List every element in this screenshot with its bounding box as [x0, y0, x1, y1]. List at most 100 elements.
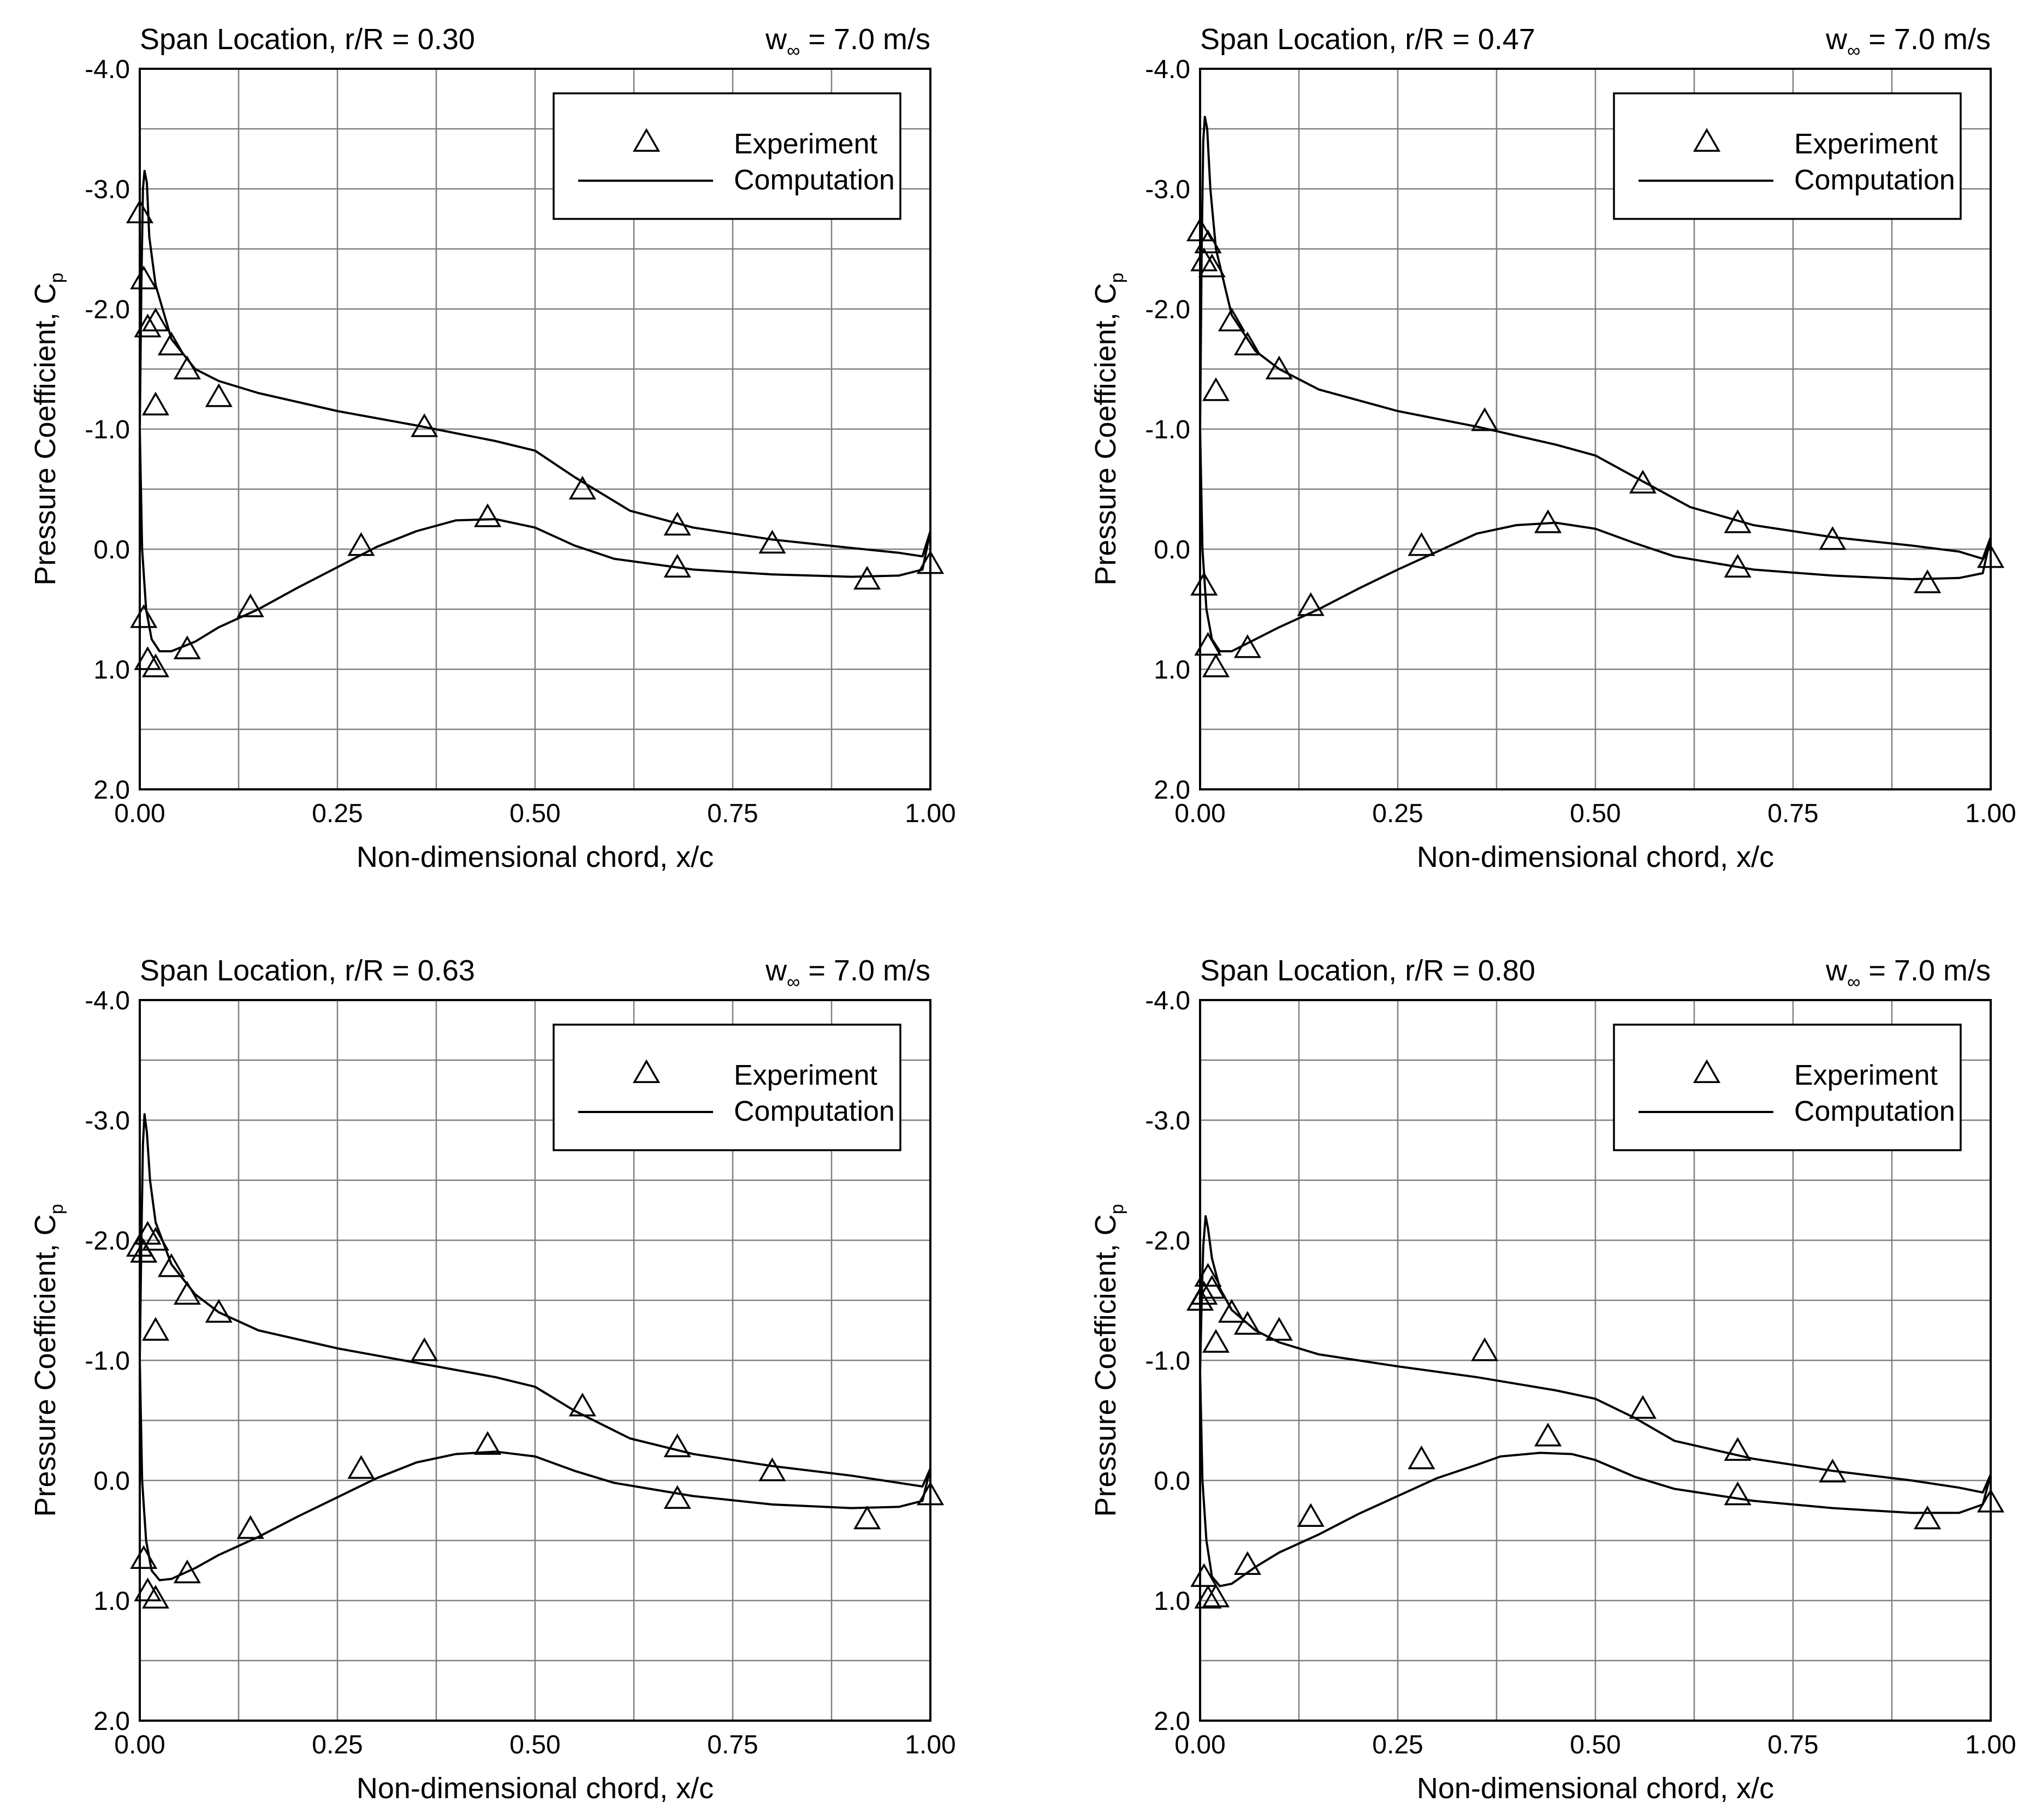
y-tick-label: -2.0 [1145, 1227, 1190, 1256]
legend: Experiment Computation [553, 1024, 901, 1151]
y-axis-label-subscript: p [1107, 1204, 1127, 1214]
grid [140, 1000, 930, 1721]
experiment-point [1914, 1505, 1942, 1530]
y-tick-label: -2.0 [85, 295, 130, 324]
subtitle-value: = 7.0 m/s [1860, 23, 1991, 56]
legend-experiment-label: Experiment [1794, 1060, 1938, 1091]
y-tick-label: -3.0 [1145, 1107, 1190, 1135]
experiment-point [347, 1455, 375, 1479]
experiment-point [1724, 554, 1752, 578]
experiment-point [1190, 572, 1218, 596]
experiment-point [1471, 407, 1499, 431]
experiment-point [130, 265, 158, 289]
x-tick-label: 0.25 [312, 799, 363, 828]
experiment-point [1724, 1437, 1752, 1461]
experiment-point [236, 593, 264, 617]
experiment-point [1233, 1311, 1261, 1335]
experiment-point [1629, 1395, 1657, 1419]
y-axis-label-main: Pressure Coefficient, C [29, 1214, 62, 1516]
y-tick-label: 1.0 [1154, 1587, 1190, 1616]
experiment-point [236, 1515, 264, 1539]
legend-computation-label: Computation [1794, 1096, 1955, 1127]
y-tick-label: -2.0 [85, 1227, 130, 1256]
experiment-point [1194, 1263, 1222, 1287]
experiment-point [157, 331, 185, 355]
y-tick-label: 0.0 [93, 1467, 130, 1496]
chart-panel-1: 0.00 0.25 0.50 0.75 1.00 -4.0 -3.0 -2.0 -1.0 0.0 1… [29, 23, 956, 873]
data-layer [1200, 1215, 1991, 1587]
experiment-point [663, 1485, 691, 1509]
experiment-point [130, 1545, 158, 1569]
legend-experiment-label: Experiment [1794, 128, 1938, 160]
experiment-point [157, 1253, 185, 1277]
y-axis-label-main: Pressure Coefficient, C [29, 283, 62, 585]
chart-title: Span Location, r/R = 0.63 [140, 954, 475, 987]
chart-panel-2: 0.00 0.25 0.50 0.75 1.00 -4.0 -3.0 -2.0 -1.0 0.0 1… [1089, 23, 2016, 873]
experiment-point [1976, 1489, 2005, 1513]
chart-panel-4: 0.00 0.25 0.50 0.75 1.00 -4.0 -3.0 -2.0 -1.0 0.0 1… [1089, 954, 2016, 1805]
experiment-point [1190, 1281, 1218, 1305]
experiment-point [1724, 1481, 1752, 1506]
subtitle-subscript: ∞ [1847, 972, 1860, 992]
experiment-point [1408, 1445, 1435, 1470]
subtitle-value: = 7.0 m/s [800, 954, 930, 987]
chart-title: Span Location, r/R = 0.47 [1200, 23, 1535, 56]
grid [1200, 69, 1991, 789]
experiment-point [1534, 1423, 1562, 1447]
x-axis-label: Non-dimensional chord, x/c [1417, 841, 1774, 873]
data-layer [140, 1113, 930, 1581]
subtitle-value: = 7.0 m/s [1860, 954, 1991, 987]
y-tick-label: 0.0 [1154, 536, 1190, 564]
y-tick-label: -1.0 [85, 415, 130, 444]
experiment-point [1233, 1551, 1261, 1575]
y-tick-label: 1.0 [93, 1587, 130, 1616]
legend: Experiment Computation [1613, 92, 1962, 220]
x-tick-label: 0.75 [1767, 1730, 1818, 1759]
y-tick-label: -4.0 [85, 55, 130, 84]
y-axis-label: Pressure Coefficient, Cp [1089, 272, 1127, 585]
experiment-point [1629, 469, 1657, 493]
y-axis-label-main: Pressure Coefficient, C [1089, 283, 1122, 585]
y-tick-label: 2.0 [1154, 1707, 1190, 1736]
experiment-point [411, 413, 438, 437]
y-axis-label: Pressure Coefficient, Cp [1089, 1204, 1127, 1516]
subtitle-subscript: ∞ [787, 972, 800, 992]
experiment-point [173, 355, 201, 379]
experiment-point [1976, 544, 2005, 568]
experiment-point [141, 653, 170, 677]
experiment-point [1471, 1337, 1499, 1361]
legend-computation-label: Computation [1794, 164, 1955, 196]
experiment-point [205, 383, 233, 407]
subtitle-symbol: w [765, 23, 787, 56]
legend-computation-label: Computation [734, 1096, 895, 1127]
experiment-point [1819, 526, 1847, 550]
chart-panel-3: 0.00 0.25 0.50 0.75 1.00 -4.0 -3.0 -2.0 -1.0 0.0 1… [29, 954, 956, 1805]
subtitle-subscript: ∞ [787, 40, 800, 61]
legend-box [553, 92, 901, 220]
data-layer [140, 170, 930, 652]
experiment-point [1724, 509, 1752, 533]
x-tick-label: 0.25 [312, 1730, 363, 1759]
y-tick-label: 0.0 [1154, 1467, 1190, 1496]
x-tick-label: 0.75 [1767, 799, 1818, 828]
subtitle-symbol: w [1825, 23, 1848, 56]
chart-title: Span Location, r/R = 0.80 [1200, 954, 1535, 987]
experiment-point [141, 307, 170, 331]
computation-line-upper [1200, 1215, 1991, 1494]
computation-line-upper [140, 1113, 930, 1488]
chart-subtitle: w∞ = 7.0 m/s [765, 954, 930, 992]
x-tick-label: 0.50 [509, 799, 560, 828]
experiment-point [663, 554, 691, 578]
experiment-point [853, 566, 881, 590]
chart-subtitle: w∞ = 7.0 m/s [1825, 954, 1991, 992]
computation-line-upper [1200, 116, 1991, 560]
experiment-point [347, 532, 375, 556]
computation-line-lower [1200, 429, 1991, 652]
experiment-point [1233, 331, 1261, 355]
experiment-point [411, 1337, 438, 1361]
legend-box [553, 1024, 901, 1151]
y-axis-label-subscript: p [46, 272, 67, 283]
experiment-point [141, 391, 170, 415]
y-tick-label: 2.0 [93, 1707, 130, 1736]
y-tick-label: 2.0 [93, 776, 130, 805]
